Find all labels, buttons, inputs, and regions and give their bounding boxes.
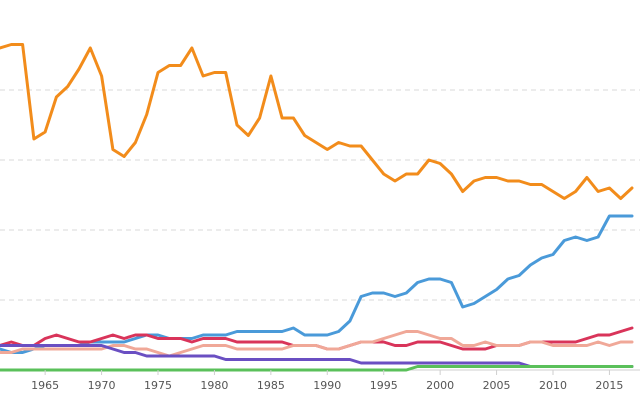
x-tick-label: 2010 (539, 379, 567, 392)
x-tick-label: 1975 (144, 379, 172, 392)
series-line-blue (0, 214, 634, 354)
series-line-orange (0, 43, 634, 200)
x-axis-ticks: 1965 1970 1975 1980 1985 1990 1995 2000 2005 2010… (31, 370, 623, 392)
x-tick-label: 1990 (313, 379, 341, 392)
x-tick-label: 2005 (483, 379, 511, 392)
x-tick-label: 1985 (257, 379, 285, 392)
x-tick-label: 1995 (370, 379, 398, 392)
series-line-green (0, 365, 634, 372)
gridlines (0, 89, 640, 301)
x-tick-label: 1965 (31, 379, 59, 392)
series-lines (0, 43, 634, 372)
x-tick-label: 1970 (88, 379, 116, 392)
x-tick-label: 1980 (200, 379, 228, 392)
x-tick-label: 2015 (595, 379, 623, 392)
x-tick-label: 2000 (426, 379, 454, 392)
